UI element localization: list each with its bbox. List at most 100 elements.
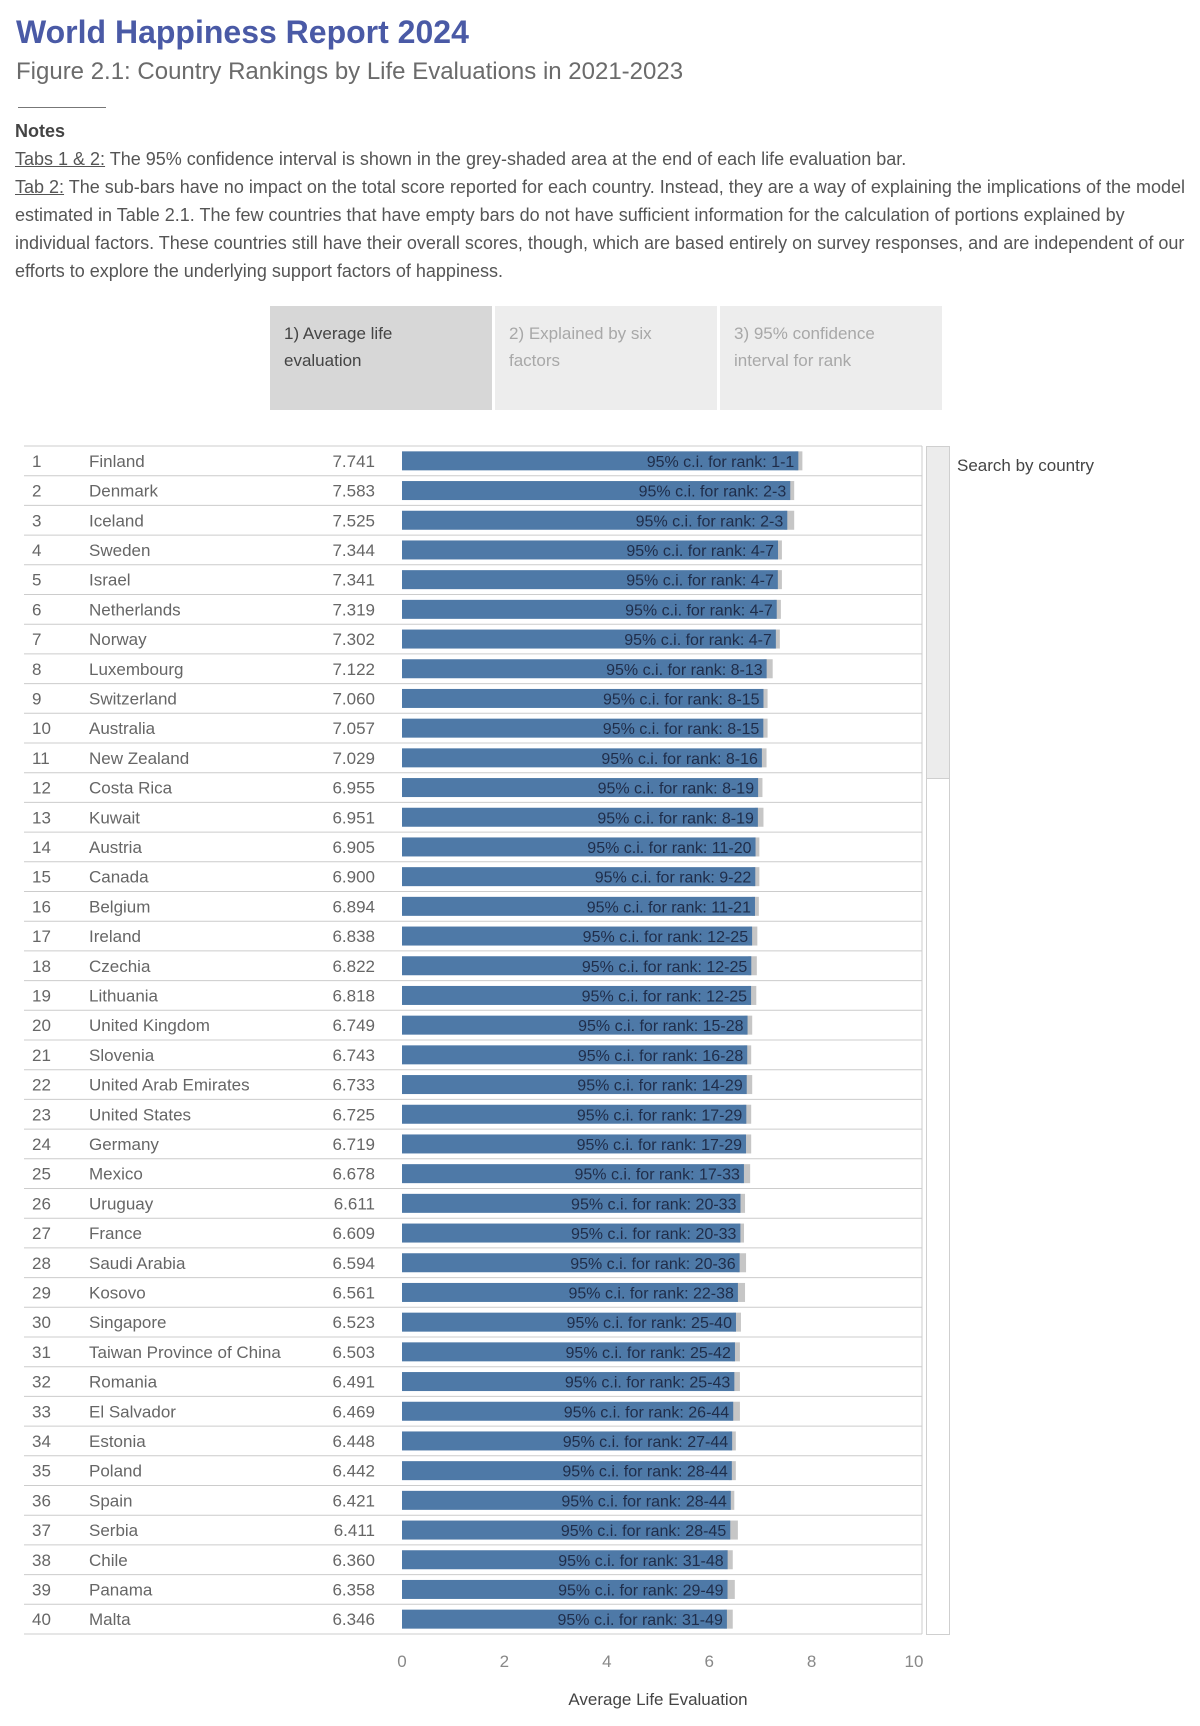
rank-label: 8 <box>32 660 41 679</box>
country-label: Lithuania <box>89 986 159 1005</box>
value-label: 7.344 <box>332 541 375 560</box>
country-label: Ireland <box>89 927 141 946</box>
value-label: 6.905 <box>332 838 375 857</box>
bar-label: 95% c.i. for rank: 31-49 <box>557 1612 723 1629</box>
country-label: Kuwait <box>89 808 140 827</box>
rank-label: 32 <box>32 1373 51 1392</box>
bar <box>402 1461 732 1481</box>
bar-label: 95% c.i. for rank: 4-7 <box>625 602 773 619</box>
bar-label: 95% c.i. for rank: 8-13 <box>606 662 763 679</box>
bar <box>402 1490 731 1510</box>
rank-label: 33 <box>32 1402 51 1421</box>
bar-label: 95% c.i. for rank: 2-3 <box>636 513 784 530</box>
value-label: 7.583 <box>332 482 375 501</box>
rank-label: 31 <box>32 1343 51 1362</box>
country-label: Iceland <box>89 511 144 530</box>
ci-band <box>784 510 795 530</box>
value-label: 6.822 <box>332 957 375 976</box>
ci-band <box>760 718 768 738</box>
rank-label: 35 <box>32 1462 51 1481</box>
bar-label: 95% c.i. for rank: 25-42 <box>566 1345 732 1362</box>
tab-average-life-evaluation[interactable]: 1) Average life evaluation <box>270 306 492 410</box>
bar-label: 95% c.i. for rank: 25-43 <box>565 1375 731 1392</box>
value-label: 6.678 <box>332 1165 375 1184</box>
bar-label: 95% c.i. for rank: 17-29 <box>577 1107 743 1124</box>
rank-label: 23 <box>32 1105 51 1124</box>
ci-band <box>737 1193 746 1213</box>
bar <box>402 1015 748 1035</box>
ci-band <box>787 481 795 501</box>
search-by-country-label[interactable]: Search by country <box>957 456 1095 475</box>
country-label: Poland <box>89 1462 142 1481</box>
rank-label: 21 <box>32 1046 51 1065</box>
x-tick-label: 4 <box>602 1652 611 1671</box>
notes-line-2-label: Tab 2: <box>15 177 65 197</box>
bar <box>402 1401 734 1421</box>
country-label: Canada <box>89 868 149 887</box>
value-label: 6.561 <box>332 1283 375 1302</box>
x-tick-label: 0 <box>397 1652 406 1671</box>
country-label: Finland <box>89 452 145 471</box>
x-tick-label: 2 <box>500 1652 509 1671</box>
x-tick-label: 8 <box>807 1652 816 1671</box>
rank-label: 3 <box>32 511 41 530</box>
country-label: Slovenia <box>89 1046 155 1065</box>
ci-band <box>758 748 767 768</box>
rank-label: 36 <box>32 1491 51 1510</box>
bar <box>402 659 767 679</box>
rank-label: 26 <box>32 1194 51 1213</box>
value-label: 6.609 <box>332 1224 375 1243</box>
value-label: 7.525 <box>332 511 375 530</box>
value-label: 6.491 <box>332 1373 375 1392</box>
ci-band <box>728 1461 736 1481</box>
scrollbar-thumb[interactable] <box>927 447 949 779</box>
country-label: Austria <box>89 838 142 857</box>
ci-band <box>727 1490 735 1510</box>
bar <box>402 1550 728 1570</box>
bar-label: 95% c.i. for rank: 28-44 <box>562 1464 728 1481</box>
bar <box>402 570 778 590</box>
bar <box>402 510 788 530</box>
bar-label: 95% c.i. for rank: 29-49 <box>558 1582 724 1599</box>
value-label: 6.346 <box>332 1610 375 1629</box>
country-label: Romania <box>89 1373 158 1392</box>
bar-label: 95% c.i. for rank: 17-29 <box>577 1137 743 1154</box>
x-tick-label: 10 <box>905 1652 924 1671</box>
rank-label: 40 <box>32 1610 51 1629</box>
rank-label: 15 <box>32 868 51 887</box>
ci-band <box>734 1282 746 1302</box>
tab-confidence-interval-for-rank[interactable]: 3) 95% confidence interval for rank <box>720 306 942 410</box>
rank-label: 38 <box>32 1551 51 1570</box>
bar-label: 95% c.i. for rank: 25-40 <box>567 1315 733 1332</box>
tab-explained-by-six-factors[interactable]: 2) Explained by six factors <box>495 306 717 410</box>
country-label: Taiwan Province of China <box>89 1343 281 1362</box>
country-label: Chile <box>89 1551 128 1570</box>
bar <box>402 1223 741 1243</box>
country-label: Malta <box>89 1610 131 1629</box>
value-label: 6.749 <box>332 1016 375 1035</box>
x-axis-title: Average Life Evaluation <box>568 1690 747 1709</box>
ci-band <box>763 659 773 679</box>
country-label: Germany <box>89 1135 159 1154</box>
rank-label: 28 <box>32 1254 51 1273</box>
bar-label: 95% c.i. for rank: 12-25 <box>582 959 748 976</box>
bar-label: 95% c.i. for rank: 8-15 <box>603 691 760 708</box>
bar <box>402 1282 738 1302</box>
country-label: Netherlands <box>89 600 181 619</box>
value-label: 7.122 <box>332 660 375 679</box>
value-label: 6.951 <box>332 808 375 827</box>
tab-label-line1: 1) Average life <box>284 324 393 343</box>
bar <box>402 540 779 560</box>
value-label: 6.818 <box>332 986 375 1005</box>
country-label: Denmark <box>89 482 158 501</box>
country-label: United States <box>89 1105 191 1124</box>
country-label: Luxembourg <box>89 660 184 679</box>
ci-band <box>731 1372 740 1392</box>
rank-label: 24 <box>32 1135 51 1154</box>
value-label: 6.421 <box>332 1491 375 1510</box>
rank-label: 19 <box>32 986 51 1005</box>
ci-band <box>736 1253 747 1273</box>
value-label: 6.838 <box>332 927 375 946</box>
bar-label: 95% c.i. for rank: 14-29 <box>577 1078 743 1095</box>
